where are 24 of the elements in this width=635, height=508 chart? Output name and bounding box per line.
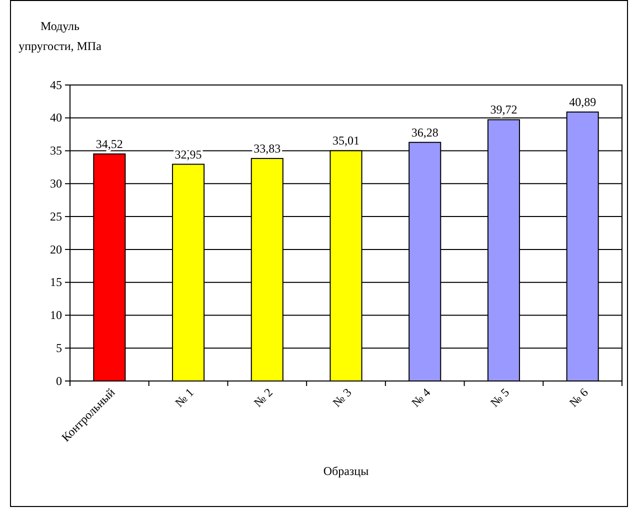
x-tick-label: № 4 [408,385,434,410]
y-tick-label: 40 [50,110,62,125]
data-label: 36,28 [411,125,438,140]
y-tick-label: 10 [50,308,62,322]
data-label: 34,52 [96,136,123,151]
y-tick-label: 45 [50,78,62,92]
x-tick-label: № 1 [172,385,197,410]
data-label: 32,95 [174,147,202,162]
x-axis-title: Образцы [323,464,369,478]
x-tick-label: № 2 [251,385,276,410]
x-tick-label: № 5 [488,385,512,410]
data-label: 40,89 [569,95,596,110]
data-label: 35,01 [332,134,360,148]
data-label: 39,72 [490,102,518,117]
y-tick-label: 20 [50,242,62,256]
x-tick-label: № 3 [330,385,354,410]
y-tick-label: 25 [50,209,62,224]
y-tick-label: 0 [56,374,62,388]
y-axis-title: Модуль упругости, МПа [18,19,102,53]
y-tick-label: 35 [50,144,62,158]
y-tick-label: 15 [50,275,62,290]
y-tick-label: 5 [56,340,62,355]
y-tick-label: 30 [50,176,62,191]
x-tick-label: № 6 [566,385,591,410]
